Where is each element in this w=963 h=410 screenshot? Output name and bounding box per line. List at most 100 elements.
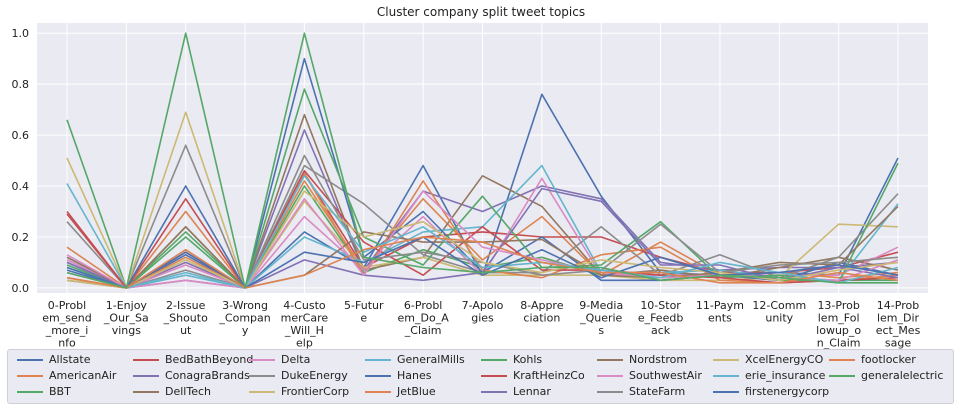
- legend-label: DellTech: [165, 385, 211, 398]
- x-tick-label-line: 4-Custo: [283, 299, 326, 312]
- x-tick-label: 6-Probl em_Do_A _Claim: [398, 299, 450, 337]
- x-tick-label-line: 2-Issue: [166, 299, 206, 312]
- legend-label: JetBlue: [397, 385, 436, 398]
- legend-item: AmericanAir: [17, 369, 116, 382]
- x-tick-label-line: em_Do_A: [398, 312, 450, 325]
- legend-label: DukeEnergy: [281, 369, 348, 382]
- legend-swatch: [365, 391, 391, 393]
- y-tick-label: 0.4: [12, 180, 30, 193]
- x-tick-label-line: 7-Apolo: [462, 299, 504, 312]
- x-tick-label-line: 8-Appre: [520, 299, 563, 312]
- legend-item: ConagraBrands: [133, 369, 250, 382]
- x-tick-label-line: _Compan: [218, 312, 270, 325]
- legend-label: firstenergycorp: [745, 385, 830, 398]
- series-line-footlocker: [66, 236, 899, 289]
- legend-label: Nordstrom: [629, 353, 688, 366]
- legend-swatch: [17, 359, 43, 361]
- chart-legend: Allstate AmericanAir BBT BedBathBeyond Conag…: [7, 349, 954, 404]
- series-line-generalelectric: [66, 32, 898, 289]
- x-tick-labels: 0-Probl em_send _more_i nfo 1-Enjoy _Our_Sa vi…: [42, 299, 920, 350]
- legend-item: JetBlue: [365, 385, 436, 398]
- legend-item: Hanes: [365, 369, 431, 382]
- x-tick-label-line: 10-Stor: [640, 299, 681, 312]
- series-line-erie_insurance: [66, 175, 899, 289]
- x-tick-label: 12-Comm unity: [752, 299, 806, 325]
- legend-swatch: [597, 375, 623, 377]
- legend-item: Kohls: [481, 353, 542, 366]
- x-tick-label-line: y: [242, 324, 249, 337]
- legend-swatch: [597, 359, 623, 361]
- x-tick-label: 14-Prob lem_Dir ect_Mes sage: [876, 299, 921, 350]
- y-tick-label: 0.8: [12, 78, 30, 91]
- legend-item: erie_insurance: [713, 369, 825, 382]
- x-tick-label-line: lem_Fol: [818, 312, 860, 325]
- legend-swatch: [829, 375, 855, 377]
- legend-label: BedBathBeyond: [165, 353, 254, 366]
- legend-swatch: [713, 359, 739, 361]
- legend-label: XcelEnergyCO: [745, 353, 824, 366]
- x-tick-label: 4-Custo merCare _Will_H elp: [281, 299, 329, 350]
- x-tick-label: 9-Media _Querie s: [579, 299, 623, 337]
- legend-item: FrontierCorp: [249, 385, 349, 398]
- legend-item: DukeEnergy: [249, 369, 348, 382]
- y-tick-label: 0.2: [12, 231, 30, 244]
- x-tick-label-line: 6-Probl: [404, 299, 442, 312]
- legend-label: ConagraBrands: [165, 369, 250, 382]
- legend-item: BBT: [17, 385, 71, 398]
- legend-item: footlocker: [829, 353, 916, 366]
- x-tick-label-line: unity: [765, 312, 793, 325]
- legend-swatch: [133, 375, 159, 377]
- x-tick-label-line: _Our_Sa: [103, 312, 149, 325]
- legend-swatch: [133, 391, 159, 393]
- x-tick-label-line: merCare: [281, 312, 329, 325]
- x-tick-label-line: 11-Paym: [696, 299, 744, 312]
- legend-item: DellTech: [133, 385, 211, 398]
- y-tick-label: 0.6: [12, 129, 30, 142]
- legend-item: generalelectric: [829, 369, 943, 382]
- legend-label: KraftHeinzCo: [513, 369, 585, 382]
- legend-label: Allstate: [49, 353, 91, 366]
- x-tick-label-line: ect_Mes: [876, 324, 921, 337]
- x-tick-label-line: e: [360, 312, 367, 325]
- y-tick-label: 0.0: [12, 282, 30, 295]
- x-tick-label-line: _Claim: [404, 324, 442, 337]
- legend-swatch: [829, 359, 855, 361]
- legend-label: Hanes: [397, 369, 432, 382]
- legend-label: Kohls: [513, 353, 543, 366]
- series-line-firstenergycorp: [66, 236, 899, 289]
- x-tick-label-line: vings: [112, 324, 142, 337]
- legend-swatch: [481, 391, 507, 393]
- x-tick-label-line: sage: [885, 337, 911, 350]
- x-tick-label-line: lowup_o: [816, 324, 861, 337]
- x-tick-label: 2-Issue _Shouto ut: [163, 299, 208, 337]
- legend-swatch: [249, 375, 275, 377]
- legend-label: StateFarm: [629, 385, 686, 398]
- legend-item: KraftHeinzCo: [481, 369, 585, 382]
- x-tick-label-line: elp: [296, 337, 313, 350]
- legend-item: Lennar: [481, 385, 551, 398]
- x-tick-label-line: 3-Wrong: [222, 299, 268, 312]
- legend-label: FrontierCorp: [281, 385, 350, 398]
- series-line-BedBathBeyond: [66, 172, 899, 289]
- legend-item: GeneralMills: [365, 353, 465, 366]
- chart-title: Cluster company split tweet topics: [377, 5, 585, 19]
- x-tick-label-line: n_Claim: [817, 337, 861, 350]
- legend-item: BedBathBeyond: [133, 353, 253, 366]
- x-tick-label: 10-Stor e_Feedb ack: [638, 299, 684, 337]
- x-tick-label: 11-Paym ents: [696, 299, 744, 325]
- legend-swatch: [365, 359, 391, 361]
- x-tick-label: 8-Appre ciation: [520, 299, 563, 325]
- x-tick-label-line: e_Feedb: [638, 312, 684, 325]
- legend-swatch: [133, 359, 159, 361]
- legend-label: erie_insurance: [745, 369, 826, 382]
- legend-swatch: [249, 359, 275, 361]
- x-tick-label: 3-Wrong _Compan y: [218, 299, 270, 337]
- legend-item: StateFarm: [597, 385, 685, 398]
- legend-swatch: [365, 375, 391, 377]
- legend-item: Allstate: [17, 353, 91, 366]
- x-tick-label: 7-Apolo gies: [462, 299, 504, 325]
- y-tick-label: 1.0: [12, 27, 30, 40]
- legend-label: generalelectric: [861, 369, 944, 382]
- x-tick-label-line: ack: [651, 324, 671, 337]
